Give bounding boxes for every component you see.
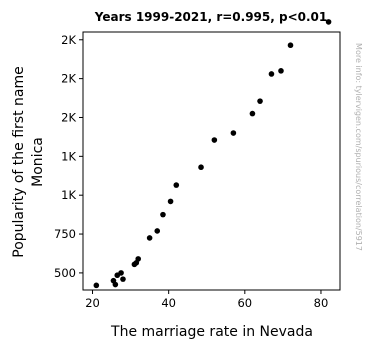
x-axis-ticks: 20 40 60 80 bbox=[85, 290, 328, 310]
data-point bbox=[268, 71, 275, 77]
y-tick-label: 2K bbox=[61, 110, 76, 124]
data-point bbox=[146, 235, 153, 241]
data-point bbox=[278, 68, 284, 74]
data-point bbox=[257, 98, 263, 104]
x-tick-label: 80 bbox=[314, 296, 329, 310]
y-axis-label-line-1: Popularity of the first name bbox=[11, 66, 27, 258]
data-point bbox=[287, 42, 294, 49]
y-axis-label: Popularity of the first name Monica bbox=[11, 66, 46, 258]
y-tick-label: 2K bbox=[61, 72, 76, 86]
data-point bbox=[325, 19, 332, 25]
y-axis-label-line-2: Monica bbox=[30, 137, 46, 187]
data-points bbox=[93, 19, 332, 289]
y-tick-label: 750 bbox=[54, 227, 76, 241]
data-point bbox=[135, 256, 142, 262]
data-point bbox=[120, 276, 126, 282]
y-tick-label: 2K bbox=[61, 33, 76, 47]
chart-title: Years 1999-2021, r=0.995, p<0.01 bbox=[94, 10, 328, 24]
data-point bbox=[211, 137, 218, 143]
data-point bbox=[118, 270, 124, 276]
plot-area bbox=[82, 31, 341, 291]
data-point bbox=[249, 110, 256, 117]
data-point bbox=[93, 282, 100, 289]
data-point bbox=[112, 281, 119, 288]
x-tick-label: 20 bbox=[85, 296, 100, 310]
data-point bbox=[160, 211, 166, 218]
data-point bbox=[167, 198, 174, 205]
y-tick-label: 1K bbox=[61, 188, 76, 202]
source-watermark: More info: tylervigen.com/spurious/corre… bbox=[354, 43, 363, 251]
data-point bbox=[230, 130, 237, 136]
y-axis-ticks: 500 750 1K 1K 2K 2K 2K bbox=[54, 33, 83, 280]
data-point bbox=[154, 228, 161, 234]
x-axis-label: The marriage rate in Nevada bbox=[110, 324, 313, 340]
x-tick-label: 40 bbox=[161, 296, 176, 310]
y-tick-label: 1K bbox=[61, 149, 76, 163]
y-tick-label: 500 bbox=[54, 266, 76, 280]
x-tick-label: 60 bbox=[237, 296, 252, 310]
data-point bbox=[198, 164, 204, 171]
data-point bbox=[173, 182, 180, 188]
